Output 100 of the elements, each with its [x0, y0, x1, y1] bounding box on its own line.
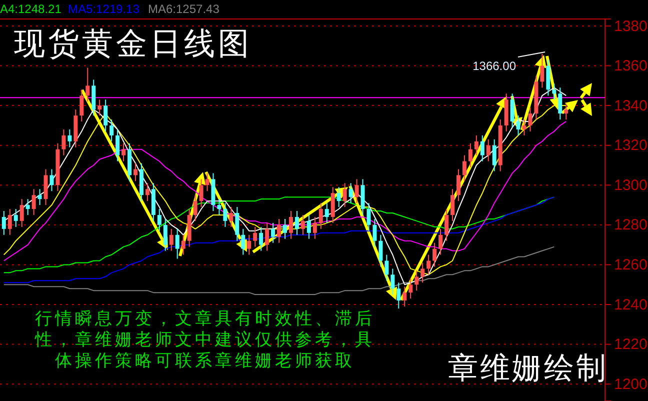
candlestick [259, 226, 264, 252]
text: A4:1248.21 [0, 2, 62, 16]
candlestick [468, 142, 472, 168]
candlestick [408, 278, 413, 300]
text: MA6:1257.43 [148, 2, 220, 16]
y-tick-label: 1320 [614, 137, 648, 154]
candlestick [348, 182, 353, 204]
candlestick [20, 198, 24, 228]
candlestick [133, 162, 138, 182]
candlestick [241, 228, 246, 256]
candlestick [294, 210, 299, 236]
candlestick [62, 128, 66, 156]
candlestick [223, 202, 228, 228]
candlestick [110, 118, 114, 142]
candlestick [336, 186, 341, 208]
candlestick [38, 188, 42, 206]
candlestick [402, 286, 407, 307]
candlestick [480, 134, 484, 162]
candlestick [193, 194, 198, 222]
candlestick [312, 216, 317, 240]
y-tick-label: 1380 [614, 18, 648, 35]
candlestick [552, 83, 556, 100]
candlestick [68, 128, 72, 148]
y-tick-label: 1360 [614, 58, 648, 75]
candlestick [378, 234, 383, 268]
candlestick [444, 208, 448, 242]
candlestick [253, 226, 258, 248]
candlestick [205, 172, 210, 192]
candlestick [157, 208, 162, 232]
candlestick [288, 210, 293, 240]
candlestick [432, 242, 437, 268]
candlestick [456, 168, 460, 202]
candlestick [104, 99, 108, 132]
candlestick [271, 222, 276, 244]
candlestick [169, 228, 174, 252]
candlestick [265, 222, 270, 252]
annotation: 1366.00 [472, 59, 516, 73]
candlestick [175, 228, 180, 260]
candlestick [44, 168, 48, 206]
candlestick [145, 182, 150, 202]
candlestick [163, 218, 168, 252]
y-tick-label: 1300 [614, 176, 648, 194]
candlestick [516, 114, 520, 136]
candlestick [366, 202, 371, 232]
candlestick [98, 99, 102, 116]
y-tick-label: 1220 [614, 336, 648, 354]
candlestick [247, 234, 252, 256]
candlestick [32, 188, 36, 216]
candlestick [486, 138, 490, 162]
candlestick [414, 270, 419, 292]
candlestick [50, 168, 54, 192]
annotation: 章维姗绘制 [448, 352, 608, 385]
candlestick [229, 206, 234, 228]
annotation: 行情瞬息万变，文章具有时效性、滞后性，章维姗老师文中建议仅供参考，具体操作策略可联系章维姗老师获取 [34, 309, 375, 371]
line-series [3, 120, 567, 262]
candlestick [492, 138, 496, 172]
candlestick [277, 218, 282, 244]
candlestick [474, 134, 478, 156]
candlestick [80, 89, 84, 122]
candlestick [235, 206, 240, 242]
y-tick-label: 1260 [614, 256, 648, 274]
y-tick-label: 1240 [614, 296, 648, 314]
candlestick [528, 107, 532, 132]
candlestick [360, 178, 365, 216]
candlestick [546, 59, 550, 96]
candlestick [217, 198, 222, 216]
candlestick [426, 254, 431, 276]
candlestick [283, 218, 287, 240]
candlestick [26, 198, 30, 216]
candlestick [116, 128, 120, 162]
candlestick [8, 208, 12, 236]
candlestick [14, 208, 18, 228]
candlestick [86, 67, 90, 102]
candlestick [181, 234, 186, 256]
candlestick [390, 268, 395, 296]
candlestick [396, 282, 401, 309]
candlestick [384, 254, 389, 282]
candlestick [558, 87, 562, 120]
candlestick [306, 214, 311, 240]
candlestick [510, 93, 514, 128]
candlestick [450, 188, 454, 222]
y-tick-label: 1200 [614, 376, 648, 393]
candlestick [324, 202, 329, 224]
candlestick [564, 103, 568, 120]
candlestick [540, 53, 544, 88]
candlestick [318, 202, 323, 230]
candlestick [354, 178, 359, 204]
candlestick [420, 262, 425, 284]
candlestick [438, 228, 443, 256]
y-tick-label: 1280 [614, 216, 648, 234]
candlestick [199, 178, 204, 208]
text: MA5:1219.13 [68, 2, 140, 16]
candlestick [300, 214, 305, 236]
candlestick [522, 118, 526, 136]
candlestick [122, 142, 126, 162]
candlestick [330, 186, 335, 224]
y-tick-label: 1340 [614, 97, 648, 114]
candlestick [342, 182, 347, 208]
candlestick [462, 154, 466, 182]
candlestick [92, 79, 96, 116]
